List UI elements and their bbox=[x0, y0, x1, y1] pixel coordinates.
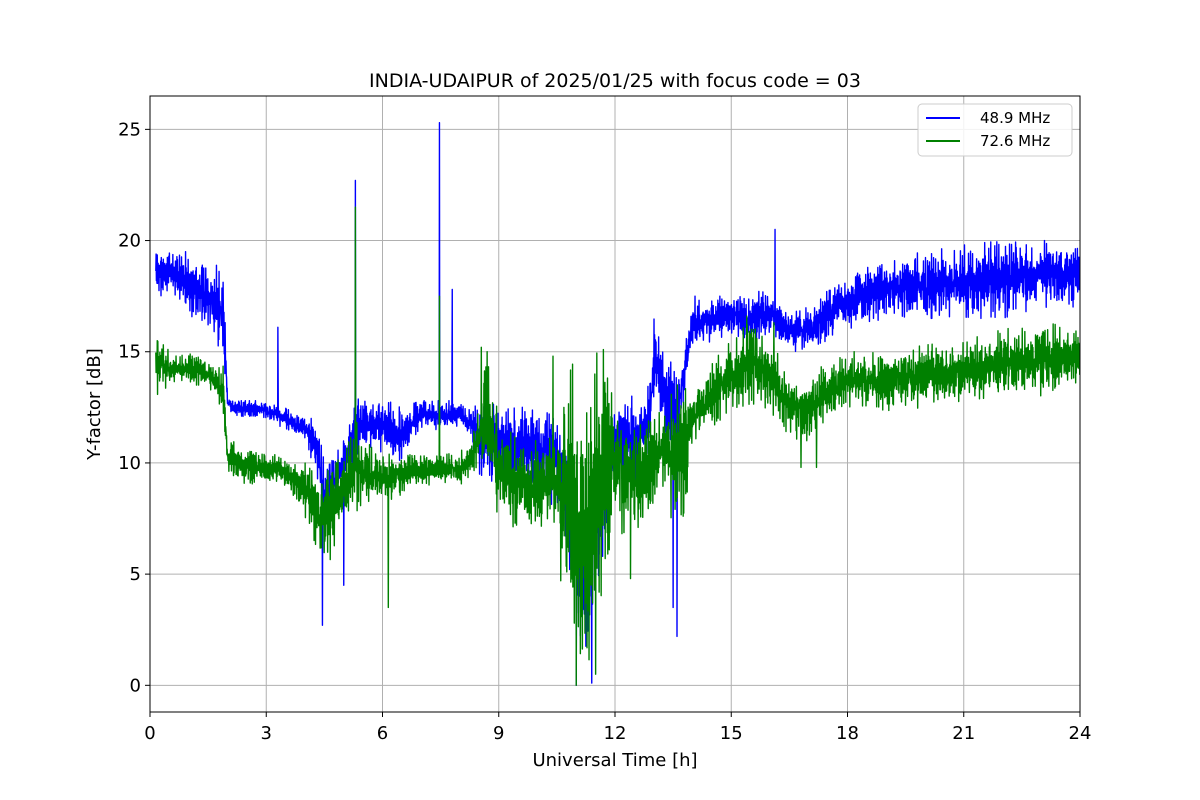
x-axis-ticks: 0 3 6 9 12 15 18 21 24 bbox=[144, 712, 1091, 744]
x-tick-label: 15 bbox=[720, 723, 743, 744]
x-tick-label: 12 bbox=[604, 723, 627, 744]
x-axis-label: Universal Time [h] bbox=[532, 750, 697, 771]
legend-entry-label: 72.6 MHz bbox=[980, 132, 1050, 150]
series-layer bbox=[155, 121, 1080, 687]
y-axis-label: Y-factor [dB] bbox=[84, 348, 105, 461]
y-tick-label: 20 bbox=[118, 231, 141, 252]
y-tick-label: 15 bbox=[118, 342, 141, 363]
legend: 48.9 MHz 72.6 MHz bbox=[917, 103, 1073, 157]
x-tick-label: 24 bbox=[1069, 723, 1092, 744]
series-line-1 bbox=[155, 206, 1080, 687]
x-tick-label: 18 bbox=[836, 723, 859, 744]
legend-entry-label: 48.9 MHz bbox=[980, 109, 1050, 127]
x-tick-label: 6 bbox=[377, 723, 388, 744]
x-tick-label: 21 bbox=[952, 723, 975, 744]
y-tick-label: 10 bbox=[118, 453, 141, 474]
y-tick-label: 25 bbox=[118, 119, 141, 140]
chart-title: INDIA-UDAIPUR of 2025/01/25 with focus c… bbox=[369, 70, 861, 92]
y-tick-label: 0 bbox=[130, 675, 141, 696]
x-tick-label: 3 bbox=[261, 723, 272, 744]
x-tick-label: 0 bbox=[144, 723, 155, 744]
plot-series-area bbox=[155, 121, 1080, 687]
y-tick-label: 5 bbox=[130, 564, 141, 585]
y-axis-ticks: 0 5 10 15 20 25 bbox=[118, 119, 150, 696]
x-tick-label: 9 bbox=[493, 723, 504, 744]
